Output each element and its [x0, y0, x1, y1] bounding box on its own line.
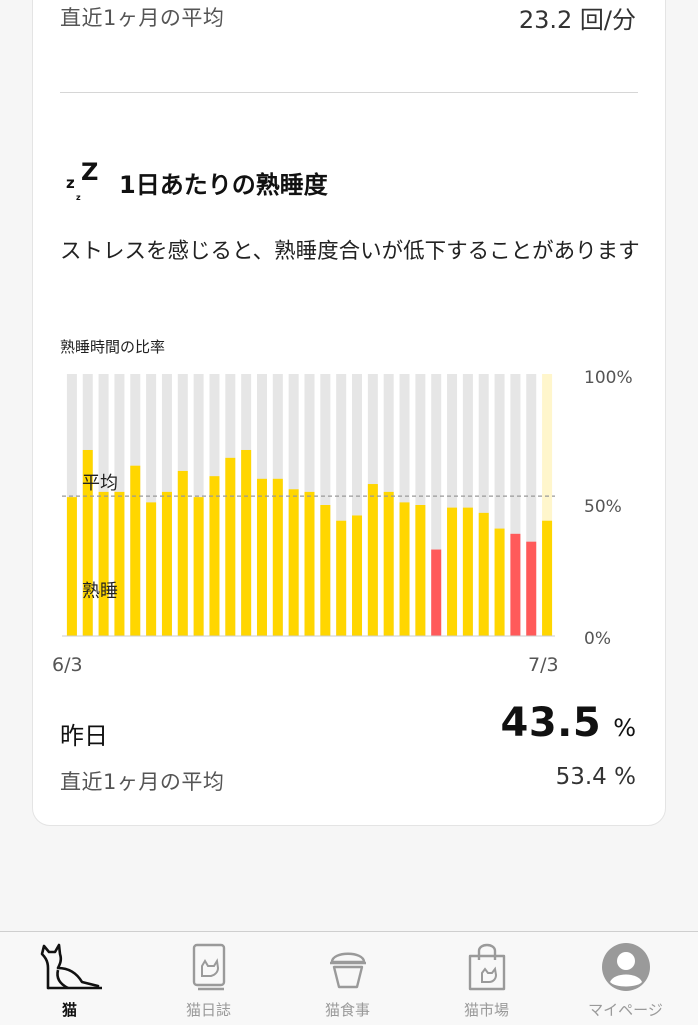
yesterday-label: 昨日	[60, 722, 108, 750]
section-title: 1日あたりの熟睡度	[119, 171, 328, 199]
monthly-average-label: 直近1ヶ月の平均	[60, 770, 225, 794]
tab-label-mypage: マイページ	[588, 1001, 663, 1019]
shopping-bag-icon	[468, 943, 505, 991]
food-bowl-icon	[329, 952, 366, 989]
tab-food[interactable]: 猫食事	[278, 932, 417, 1025]
chart-title: 熟睡時間の比率	[60, 338, 166, 356]
tab-mypage[interactable]: マイページ	[556, 932, 695, 1025]
yesterday-number: 43.5	[500, 700, 602, 746]
bottom-tab-bar: 猫 猫日誌 猫食事 猫市場 マイページ	[0, 931, 698, 1025]
previous-average-label: 直近1ヶ月の平均	[60, 6, 225, 30]
svg-text:z: z	[76, 193, 81, 202]
tab-label-market: 猫市場	[463, 1001, 509, 1019]
tab-label-food: 猫食事	[324, 1001, 370, 1019]
section-description: ストレスを感じると、熟睡度合いが低下することがあります	[60, 239, 640, 264]
user-avatar-icon	[601, 943, 650, 991]
svg-text:z: z	[66, 174, 75, 192]
tab-label-cat: 猫	[61, 1001, 77, 1019]
previous-average-value: 23.2 回/分	[518, 6, 636, 34]
tab-diary[interactable]: 猫日誌	[139, 932, 278, 1025]
diary-icon	[192, 943, 225, 991]
cat-icon	[40, 943, 102, 990]
yesterday-unit: %	[613, 714, 636, 742]
monthly-average-value: 53.4 %	[555, 764, 636, 790]
yesterday-value: 43.5%	[500, 700, 636, 746]
section-divider	[60, 92, 638, 93]
tab-label-diary: 猫日誌	[185, 1001, 231, 1019]
svg-text:Z: Z	[81, 158, 98, 186]
tab-market[interactable]: 猫市場	[417, 932, 556, 1025]
tab-cat[interactable]: 猫	[0, 932, 139, 1025]
sleep-zzz-icon: z Z z	[66, 158, 98, 202]
